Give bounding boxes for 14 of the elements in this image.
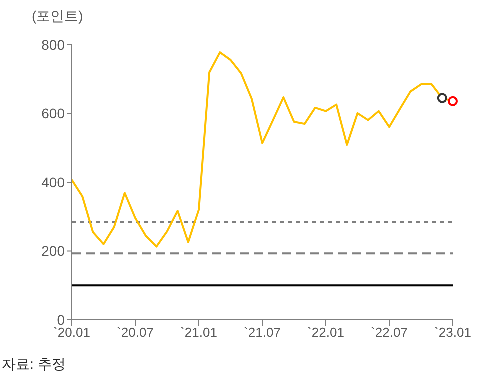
y-axis-title: (포인트) xyxy=(32,8,84,26)
y-tick-label: 0 xyxy=(57,312,66,328)
y-tick-label: 400 xyxy=(42,174,66,190)
x-tick-label: `22.07 xyxy=(371,325,408,340)
y-tick-label: 600 xyxy=(42,106,66,122)
x-tick-label: `21.07 xyxy=(244,325,281,340)
x-tick-label: `20.01 xyxy=(54,325,90,340)
x-tick-label: `21.01 xyxy=(180,325,218,340)
x-tick-label: `22.01 xyxy=(308,325,344,340)
x-tick-label: `23.01 xyxy=(434,325,472,340)
x-tick-label: `20.07 xyxy=(117,325,154,340)
text: 자료: 추정 xyxy=(2,356,66,374)
y-tick-label: 200 xyxy=(42,243,66,260)
y-tick-label: 800 xyxy=(42,36,66,53)
